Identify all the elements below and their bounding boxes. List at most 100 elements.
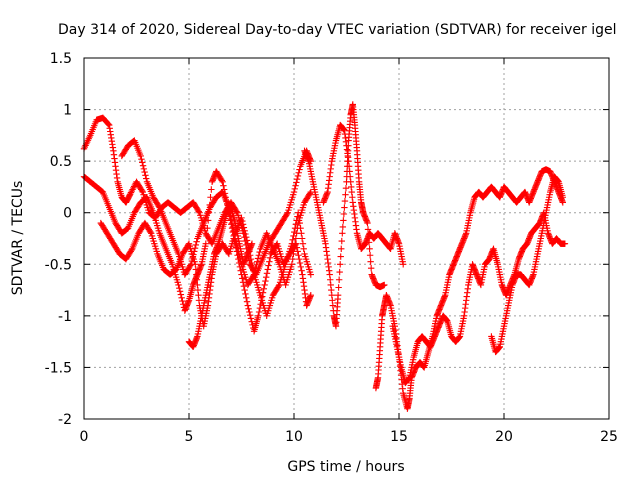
series-arc-d — [118, 137, 314, 289]
data-point — [291, 185, 298, 193]
data-point — [251, 268, 259, 275]
y-tick-label: 0.5 — [50, 154, 72, 170]
data-point — [143, 175, 150, 182]
data-point — [187, 261, 195, 268]
data-point — [307, 292, 314, 299]
data-point — [195, 208, 202, 215]
data-point — [255, 252, 263, 259]
data-point — [138, 156, 145, 163]
data-point — [335, 284, 342, 291]
chart-title: Day 314 of 2020, Sidereal Day-to-day VTE… — [58, 22, 617, 38]
data-point — [127, 189, 135, 196]
y-tick-label: -1 — [58, 309, 72, 325]
data-point — [262, 273, 270, 281]
data-point — [203, 232, 210, 240]
y-tick-label: -2 — [58, 412, 72, 428]
data-point — [339, 223, 347, 231]
data-point — [291, 245, 298, 253]
data-point — [204, 217, 212, 224]
data-point — [191, 248, 198, 255]
data-point — [243, 237, 251, 244]
data-point — [187, 262, 194, 269]
data-point — [300, 245, 307, 253]
data-point — [291, 240, 299, 247]
data-point — [342, 191, 349, 198]
data-point — [250, 272, 257, 280]
data-point — [239, 221, 247, 228]
data-point — [255, 312, 262, 320]
data-point — [98, 187, 105, 194]
data-point — [185, 241, 192, 249]
data-point — [202, 240, 209, 247]
data-point — [232, 238, 240, 245]
data-point — [176, 284, 183, 292]
data-point — [130, 184, 137, 192]
series-arc-e — [185, 204, 256, 350]
data-point — [175, 281, 182, 289]
data-point — [283, 210, 291, 218]
data-point — [128, 187, 135, 195]
x-tick-label: 5 — [185, 429, 194, 445]
data-point — [293, 230, 300, 237]
data-point — [171, 267, 179, 274]
data-point — [260, 285, 268, 292]
data-point — [400, 261, 407, 268]
data-point — [296, 259, 304, 267]
data-point — [559, 194, 566, 201]
data-point — [366, 252, 374, 259]
data-point — [140, 165, 148, 173]
data-point — [129, 186, 136, 193]
data-point — [292, 235, 300, 242]
data-point — [306, 190, 314, 197]
x-tick-label: 0 — [80, 429, 89, 445]
data-point — [143, 194, 150, 202]
data-point — [249, 263, 256, 271]
data-point — [204, 224, 211, 232]
data-points — [80, 101, 569, 412]
data-point — [294, 248, 301, 255]
data-point — [189, 254, 196, 262]
data-point — [296, 255, 303, 263]
data-point — [247, 315, 255, 322]
data-point — [261, 281, 268, 289]
data-point — [243, 298, 251, 305]
data-point — [293, 175, 301, 183]
y-axis-label: SDTVAR / TECUs — [10, 181, 26, 296]
data-point — [224, 249, 232, 256]
data-point — [266, 254, 274, 262]
data-point — [155, 203, 163, 210]
data-point — [561, 240, 569, 247]
data-point — [130, 183, 138, 190]
data-point — [307, 271, 314, 278]
data-point — [290, 188, 298, 196]
data-point — [255, 308, 263, 316]
data-point — [238, 214, 245, 222]
data-point — [292, 182, 299, 189]
data-point — [240, 224, 248, 231]
data-point — [242, 290, 249, 298]
axis-ticks: 0 5 10 15 20 25 1.5 1 0.5 0 -0.5 -1 -1.5 -2 — [45, 51, 618, 445]
data-point — [123, 226, 130, 233]
x-tick-label: 20 — [495, 429, 513, 445]
data-point — [338, 237, 345, 245]
data-point — [341, 204, 348, 211]
data-point — [244, 302, 251, 309]
data-point — [294, 224, 301, 232]
data-point — [193, 238, 200, 245]
data-point — [337, 261, 344, 268]
data-point — [231, 231, 238, 238]
data-point — [337, 253, 344, 260]
x-tick-label: 10 — [285, 429, 303, 445]
data-point — [364, 226, 372, 233]
data-point — [341, 197, 349, 205]
data-point — [190, 251, 197, 258]
data-point — [254, 255, 262, 262]
plot-frame — [83, 57, 610, 420]
data-point — [105, 120, 112, 128]
data-point — [246, 312, 254, 319]
data-point — [296, 166, 303, 173]
data-point — [178, 294, 185, 302]
data-point — [176, 288, 184, 295]
data-point — [366, 245, 373, 253]
data-point — [381, 281, 388, 289]
